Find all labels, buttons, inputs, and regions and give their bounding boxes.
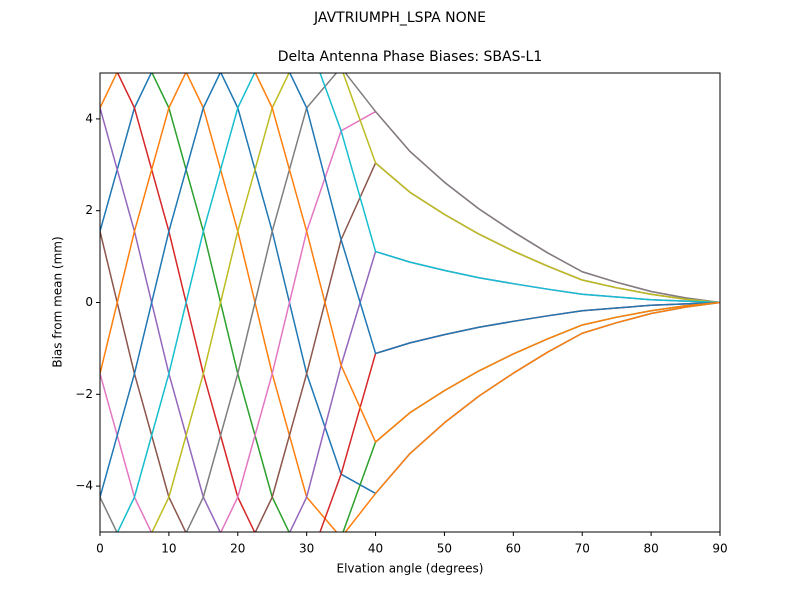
x-tick-label: 0	[96, 542, 104, 556]
x-tick-label: 20	[230, 542, 245, 556]
x-tick-label: 70	[575, 542, 590, 556]
chart-suptitle: JAVTRIUMPH_LSPA NONE	[313, 10, 486, 26]
x-tick-label: 50	[437, 542, 452, 556]
data-line	[116, 73, 720, 532]
data-line	[116, 73, 720, 532]
data-line	[100, 162, 720, 532]
data-line	[100, 110, 720, 532]
y-tick-label: −2	[75, 387, 93, 401]
data-line	[151, 73, 720, 532]
y-tick-label: 0	[85, 295, 93, 309]
x-tick-label: 90	[712, 542, 727, 556]
data-line	[151, 73, 720, 532]
data-line	[100, 73, 720, 443]
x-tick-label: 10	[161, 542, 176, 556]
plot-lines	[100, 73, 720, 532]
x-tick-label: 30	[299, 542, 314, 556]
plot-frame	[99, 72, 721, 533]
data-line	[100, 73, 720, 532]
y-tick-label: 4	[85, 111, 93, 125]
x-tick-label: 80	[643, 542, 658, 556]
data-line	[100, 107, 720, 532]
data-line	[100, 73, 720, 495]
y-tick-label: −4	[75, 479, 93, 493]
chart-title: Delta Antenna Phase Biases: SBAS-L1	[278, 49, 543, 65]
x-tick-label: 40	[368, 542, 383, 556]
data-line	[100, 73, 720, 498]
x-tick-label: 60	[506, 542, 521, 556]
y-tick-label: 2	[85, 203, 93, 217]
y-axis-label: Bias from mean (mm)	[51, 236, 65, 367]
x-axis-label: Elvation angle (degrees)	[337, 562, 484, 576]
